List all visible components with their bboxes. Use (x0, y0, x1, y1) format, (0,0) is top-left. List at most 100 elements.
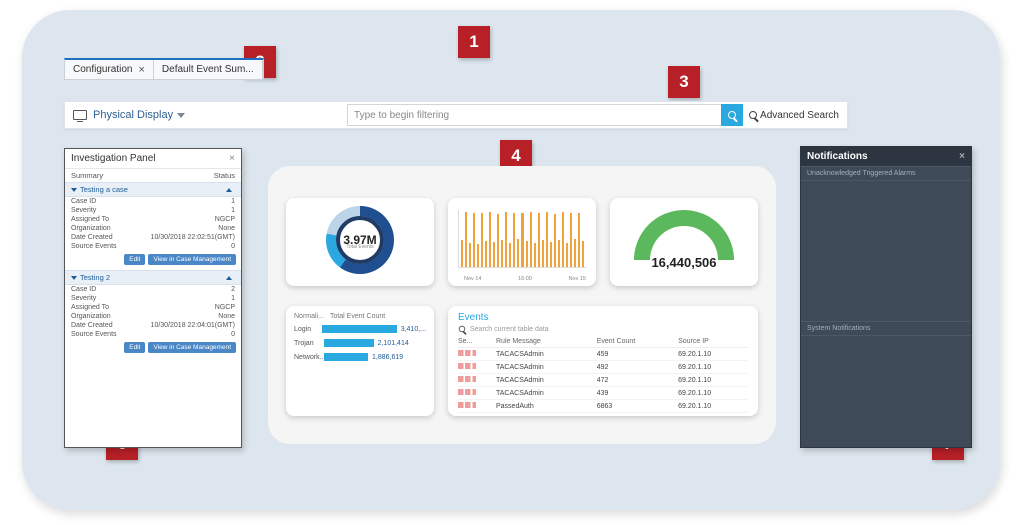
bar (534, 243, 536, 267)
bar (566, 243, 568, 268)
donut-chart-card[interactable]: 3.97M Total Events (286, 198, 434, 286)
bar (497, 214, 499, 267)
stage: 1 2 3 4 5 6 7 Configuration × Default Ev… (22, 10, 1000, 510)
search-icon (749, 111, 757, 119)
bar-chart-card[interactable]: Nov 14 16:00 Nov 15 (448, 198, 596, 286)
sparkline-icon (458, 350, 476, 356)
hbar-value: 1,886,619 (372, 354, 403, 361)
bar (538, 213, 540, 267)
bar (513, 213, 515, 267)
cell-ip: 69.20.1.10 (678, 387, 748, 400)
case-field: Case ID1 (65, 197, 241, 206)
table-row[interactable]: TACACSAdmin47269.20.1.10 (458, 374, 748, 387)
table-row[interactable]: TACACSAdmin49269.20.1.10 (458, 361, 748, 374)
table-row[interactable]: PassedAuth686369.20.1.10 (458, 400, 748, 413)
callout-1: 1 (458, 26, 490, 58)
col-count[interactable]: Event Count (597, 336, 678, 348)
view-case-button[interactable]: View in Case Management (148, 342, 236, 353)
search-icon (728, 111, 736, 119)
tab-configuration[interactable]: Configuration × (65, 60, 154, 79)
advanced-search-label: Advanced Search (760, 110, 839, 121)
events-card[interactable]: Events Search current table data Se... R… (448, 306, 758, 416)
edit-button[interactable]: Edit (124, 254, 145, 265)
search-button[interactable] (721, 104, 743, 126)
bar-chart (458, 210, 586, 268)
case-field: OrganizationNone (65, 312, 241, 321)
bar (550, 242, 552, 267)
cell-rule: TACACSAdmin (496, 361, 597, 374)
events-title: Events (448, 306, 758, 325)
case-row[interactable]: Testing 2 (65, 270, 241, 285)
close-icon[interactable]: × (138, 64, 144, 76)
notifications-title: Notifications (807, 151, 868, 162)
col-ip[interactable]: Source IP (678, 336, 748, 348)
bar (481, 213, 483, 267)
hbar-label: Login (294, 326, 322, 333)
case-row[interactable]: Testing a case (65, 182, 241, 197)
cell-ip: 69.20.1.10 (678, 400, 748, 413)
case-field: Source Events0 (65, 330, 241, 339)
cell-rule: TACACSAdmin (496, 374, 597, 387)
bar (477, 244, 479, 267)
cell-rule: PassedAuth (496, 400, 597, 413)
hbar-label: Trojan (294, 340, 324, 347)
close-icon[interactable]: × (959, 151, 965, 162)
bar (570, 213, 572, 267)
bar (461, 240, 463, 267)
chevron-down-icon (177, 113, 185, 118)
events-search[interactable]: Search current table data (448, 325, 758, 336)
caret-down-icon (71, 188, 77, 192)
col-se[interactable]: Se... (458, 336, 496, 348)
col-rule[interactable]: Rule Message (496, 336, 597, 348)
bar-x-labels: Nov 14 16:00 Nov 15 (464, 276, 586, 282)
case-field: OrganizationNone (65, 224, 241, 233)
gauge-chart: 16,440,506 (624, 210, 744, 278)
cell-rule: TACACSAdmin (496, 348, 597, 361)
bar (582, 241, 584, 267)
events-table: Se... Rule Message Event Count Source IP… (458, 336, 748, 413)
filter-placeholder: Type to begin filtering (354, 110, 449, 121)
filter-input[interactable]: Type to begin filtering (347, 104, 743, 126)
case-field: Case ID2 (65, 285, 241, 294)
bar (554, 214, 556, 267)
caret-down-icon (71, 276, 77, 280)
notif-section-system[interactable]: System Notifications (801, 321, 971, 336)
toolbar: Physical Display Type to begin filtering… (64, 101, 848, 129)
bar (562, 212, 564, 267)
gauge-arc (634, 210, 734, 260)
case-name: Testing 2 (80, 273, 110, 282)
callout-3: 3 (668, 66, 700, 98)
bar (505, 212, 507, 267)
advanced-search-link[interactable]: Advanced Search (749, 110, 839, 121)
bar (489, 212, 491, 267)
hbar-row: Login3,410,... (286, 322, 434, 336)
bar (469, 243, 471, 267)
notif-section-alarms[interactable]: Unacknowledged Triggered Alarms (801, 166, 971, 181)
caret-up-icon (226, 276, 232, 280)
hbar-value: 2,101,414 (378, 340, 409, 347)
close-icon[interactable]: × (229, 153, 235, 164)
notifications-header: Notifications × (801, 147, 971, 166)
cell-ip: 69.20.1.10 (678, 348, 748, 361)
sparkline-icon (458, 402, 476, 408)
hbar-card[interactable]: Normali... Total Event Count Login3,410,… (286, 306, 434, 416)
hbar-row: Network... 1,886,619 (286, 350, 434, 364)
hbar-bar (324, 339, 374, 347)
edit-button[interactable]: Edit (124, 342, 145, 353)
table-row[interactable]: TACACSAdmin45969.20.1.10 (458, 348, 748, 361)
display-dropdown[interactable]: Physical Display (93, 109, 173, 121)
hbar-label: Network... (294, 354, 324, 361)
cell-rule: TACACSAdmin (496, 387, 597, 400)
table-row[interactable]: TACACSAdmin43969.20.1.10 (458, 387, 748, 400)
tab-default-event-sum[interactable]: Default Event Sum... (154, 60, 263, 79)
donut-center: 3.97M Total Events (336, 216, 384, 264)
bar (521, 213, 523, 267)
gauge-card[interactable]: 16,440,506 (610, 198, 758, 286)
bar (485, 241, 487, 267)
case-field: Assigned ToNGCP (65, 215, 241, 224)
col-status: Status (214, 171, 235, 180)
case-field: Source Events0 (65, 242, 241, 251)
column-headers: Summary Status (65, 169, 241, 182)
bar (526, 241, 528, 267)
view-case-button[interactable]: View in Case Management (148, 254, 236, 265)
